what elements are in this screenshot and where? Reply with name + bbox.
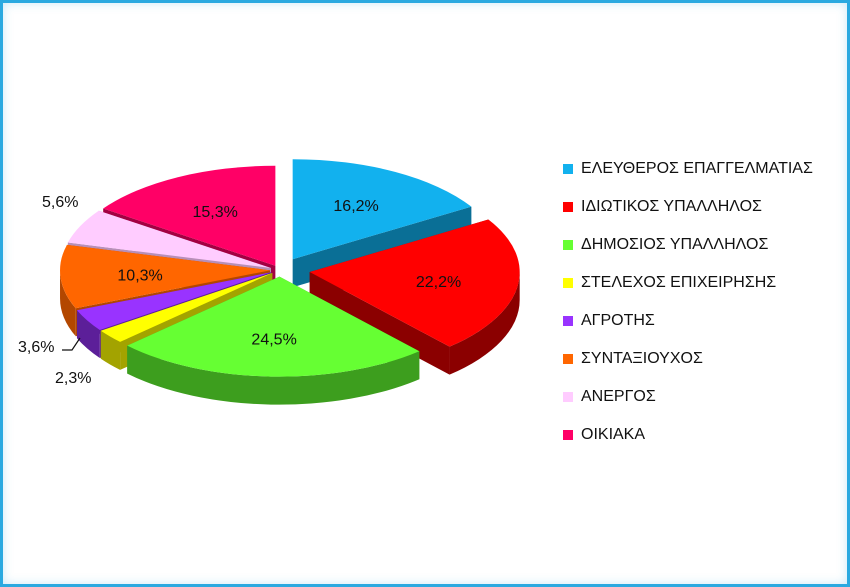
slice-top	[100, 273, 273, 342]
slice-outer-wall	[449, 272, 520, 375]
legend-label: ΔΗΜΟΣΙΟΣ ΥΠΑΛΛΗΛΟΣ	[581, 236, 769, 253]
slice-top	[127, 276, 420, 377]
slice-top	[67, 210, 271, 268]
data-label-1: 22,2%	[416, 274, 461, 291]
data-label-7: 15,3%	[192, 204, 237, 221]
legend-label: ΣΤΕΛΕΧΟΣ ΕΠΙΧΕΙΡΗΣΗΣ	[581, 274, 777, 291]
legend: ΕΛΕΥΘΕΡΟΣ ΕΠΑΓΓΕΛΜΑΤΙΑΣ ΙΔΙΩΤΙΚΟΣ ΥΠΑΛΛΗΛ…	[563, 150, 845, 454]
legend-label: ΙΔΙΩΤΙΚΟΣ ΥΠΑΛΛΗΛΟΣ	[581, 198, 762, 215]
leader-line	[62, 337, 81, 351]
data-label-2: 24,5%	[251, 332, 296, 349]
legend-label: ΑΝΕΡΓΟΣ	[581, 388, 656, 405]
slice-top	[76, 272, 272, 331]
legend-item: ΣΥΝΤΑΞΙΟΥΧΟΣ	[563, 340, 845, 378]
pie-slice-2	[127, 276, 420, 405]
legend-item: ΣΤΕΛΕΧΟΣ ΕΠΙΧΕΙΡΗΣΗΣ	[563, 264, 845, 302]
legend-item: ΔΗΜΟΣΙΟΣ ΥΠΑΛΛΗΛΟΣ	[563, 226, 845, 264]
slice-top	[309, 219, 520, 347]
legend-label: ΑΓΡΟΤΗΣ	[581, 312, 655, 329]
data-label-4: 3,6%	[18, 339, 54, 356]
slice-outer-wall	[127, 345, 420, 405]
data-label-0: 16,2%	[333, 198, 378, 215]
legend-swatch	[563, 354, 573, 364]
slice-top	[292, 159, 472, 260]
legend-swatch	[563, 278, 573, 288]
legend-item: ΕΛΕΥΘΕΡΟΣ ΕΠΑΓΓΕΛΜΑΤΙΑΣ	[563, 150, 845, 188]
data-label-6: 5,6%	[42, 194, 78, 211]
legend-item: ΑΓΡΟΤΗΣ	[563, 302, 845, 340]
legend-item: ΟΙΚΙΑΚΑ	[563, 416, 845, 454]
legend-item: ΙΔΙΩΤΙΚΟΣ ΥΠΑΛΛΗΛΟΣ	[563, 188, 845, 226]
legend-swatch	[563, 164, 573, 174]
slice-wall	[100, 273, 273, 359]
legend-swatch	[563, 240, 573, 250]
legend-swatch	[563, 392, 573, 402]
slice-top	[60, 244, 271, 309]
legend-label: ΟΙΚΙΑΚΑ	[581, 426, 646, 443]
slice-outer-wall	[100, 330, 121, 370]
slice-outer-wall	[60, 270, 76, 337]
data-label-5: 10,3%	[117, 267, 162, 284]
legend-label: ΕΛΕΥΘΕΡΟΣ ΕΠΑΓΓΕΛΜΑΤΙΑΣ	[581, 160, 813, 177]
data-label-3: 2,3%	[55, 370, 91, 387]
legend-swatch	[563, 202, 573, 212]
legend-swatch	[563, 316, 573, 326]
slice-top	[103, 165, 276, 266]
legend-item: ΑΝΕΡΓΟΣ	[563, 378, 845, 416]
slice-outer-wall	[76, 310, 100, 359]
legend-label: ΣΥΝΤΑΞΙΟΥΧΟΣ	[581, 350, 703, 367]
slice-wall	[76, 272, 272, 339]
legend-swatch	[563, 430, 573, 440]
